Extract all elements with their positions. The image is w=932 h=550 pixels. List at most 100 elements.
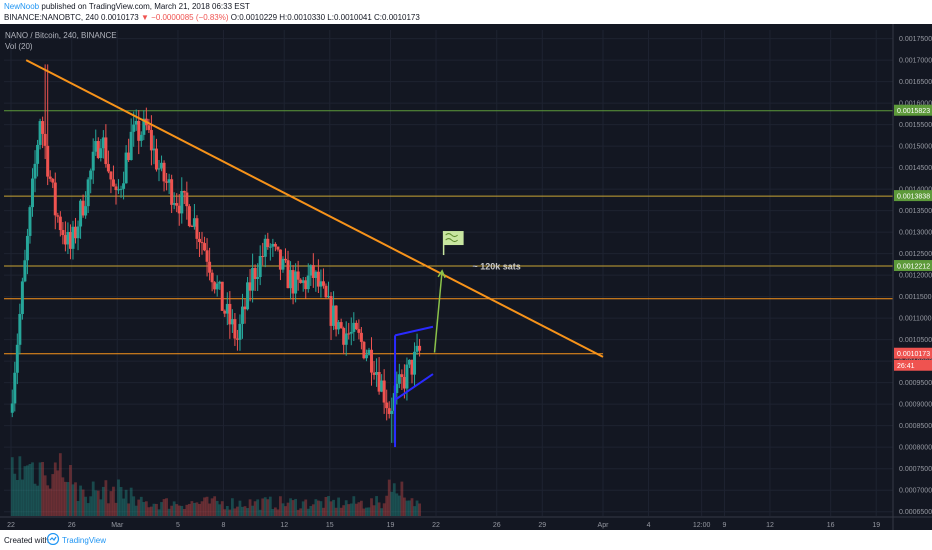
y-tick-label: 0.0008500 xyxy=(899,423,932,430)
candle-body xyxy=(187,206,191,227)
candle-body xyxy=(43,133,47,146)
volume-bar xyxy=(387,479,391,516)
volume-bar xyxy=(124,489,128,516)
x-tick-label: 5 xyxy=(176,522,180,529)
target-arrow[interactable] xyxy=(433,270,443,353)
publish-line: NewNoob published on TradingView.com, Ma… xyxy=(4,2,250,11)
volume-bar xyxy=(273,507,277,516)
volume-bar xyxy=(117,479,120,516)
volume-bar xyxy=(253,501,257,516)
price-badge xyxy=(894,347,932,359)
candle-body xyxy=(61,230,65,236)
candle-body xyxy=(84,206,88,216)
candle-body xyxy=(137,120,141,141)
candle-body xyxy=(243,306,247,310)
candle-body xyxy=(240,306,244,324)
volume-bar xyxy=(372,505,376,516)
volume-bar xyxy=(177,505,181,516)
candle-body xyxy=(306,275,310,290)
candle-body xyxy=(263,238,267,257)
channel-line[interactable] xyxy=(394,325,434,337)
x-tick-label: 8 xyxy=(222,522,226,529)
volume-bar xyxy=(359,500,363,516)
x-tick-label: 12 xyxy=(280,522,288,529)
candle-body xyxy=(248,282,252,291)
candle-body xyxy=(256,277,260,279)
candle-body xyxy=(228,303,232,325)
volume-bar xyxy=(220,501,224,516)
volume-bar xyxy=(74,482,77,516)
y-tick-label: 0.0015000 xyxy=(899,144,932,151)
candle-body xyxy=(119,188,123,190)
price-badge xyxy=(894,104,932,116)
volume-bar xyxy=(208,503,211,516)
candle-body xyxy=(223,310,227,314)
volume-bar xyxy=(347,504,351,516)
candle-body xyxy=(286,260,290,289)
volume-bar xyxy=(299,508,303,516)
y-tick-label: 0.0009000 xyxy=(899,402,932,409)
descending-trendline[interactable] xyxy=(25,59,604,358)
volume-bar xyxy=(172,501,176,516)
candle-body xyxy=(74,226,78,239)
volume-bar xyxy=(139,496,143,516)
candle-body xyxy=(213,282,217,290)
volume-bar xyxy=(94,490,98,516)
candle-body xyxy=(89,170,93,180)
candle-body xyxy=(354,322,358,330)
volume-bar xyxy=(31,462,34,516)
price-chart[interactable]: ~ 120k sats 0.0017500 0.0017000 0.0016500 0.… xyxy=(0,24,932,530)
y-tick-label: 0.0011000 xyxy=(899,316,932,323)
volume-bar xyxy=(213,496,217,516)
channel-line[interactable] xyxy=(394,373,434,401)
volume-bar xyxy=(289,498,292,516)
candle-body xyxy=(268,246,272,248)
candle-body xyxy=(195,218,199,239)
volume-bar xyxy=(258,509,262,516)
volume-bar xyxy=(377,502,381,516)
candle-body xyxy=(15,344,19,373)
candle-body xyxy=(10,403,14,413)
candle-body xyxy=(410,359,414,375)
candle-body xyxy=(111,179,115,187)
candle-body xyxy=(407,359,411,365)
candle-body xyxy=(91,151,95,171)
candle-body xyxy=(48,176,52,179)
candle-body xyxy=(273,243,277,247)
volume-bar xyxy=(329,501,333,516)
price-badge xyxy=(894,190,932,202)
volume-bar xyxy=(354,503,358,516)
published-text: published on TradingView.com, March 21, … xyxy=(41,2,250,11)
candle-body xyxy=(104,137,108,165)
candle-body xyxy=(294,271,298,294)
author-link[interactable]: NewNoob xyxy=(4,2,40,11)
volume-bar xyxy=(380,508,384,516)
candle-body xyxy=(375,371,379,375)
volume-bar xyxy=(281,503,285,516)
chart-area[interactable]: ~ 120k sats 0.0017500 0.0017000 0.0016500 0.… xyxy=(0,24,932,530)
candle-body xyxy=(253,267,257,279)
volume-bar xyxy=(129,487,133,516)
tradingview-brand[interactable]: TradingView xyxy=(62,536,107,545)
last-price: 0.0010173 xyxy=(100,13,139,22)
candle-body xyxy=(215,283,219,290)
candle-body xyxy=(51,178,55,183)
volume-bar xyxy=(322,507,325,516)
volume-bar xyxy=(410,498,414,516)
volume-bar xyxy=(342,505,346,516)
volume-bar xyxy=(301,501,305,516)
volume-bar xyxy=(327,496,330,516)
volume-bar xyxy=(276,509,280,516)
volume-bar xyxy=(61,477,65,516)
price-badge-label: 0.0013838 xyxy=(897,194,930,201)
volume-bar xyxy=(167,508,171,516)
candle-body xyxy=(66,231,70,245)
candle-body xyxy=(276,246,280,250)
tradingview-logo-icon xyxy=(46,533,60,545)
volume-bar xyxy=(236,506,239,516)
volume-bar xyxy=(296,509,300,516)
candle-body xyxy=(324,285,328,298)
legend-indicator[interactable]: Vol (20) xyxy=(5,42,33,51)
volume-bar xyxy=(69,464,72,516)
y-tick-label: 0.0009500 xyxy=(899,380,932,387)
